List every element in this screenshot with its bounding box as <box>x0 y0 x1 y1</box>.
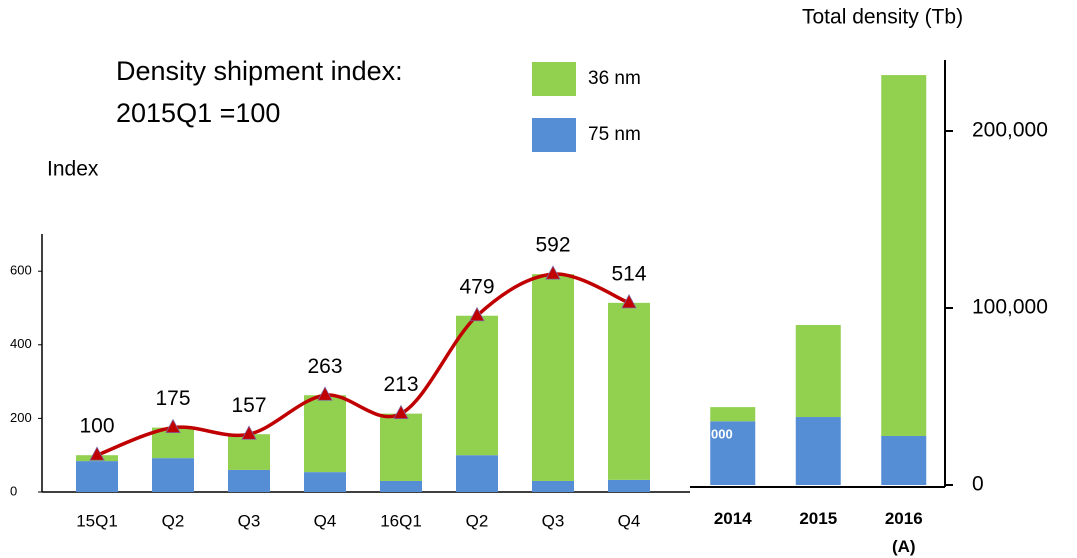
x-tick-label: Q3 <box>238 511 261 530</box>
bar-segment <box>532 274 574 481</box>
bar-segment <box>710 407 756 422</box>
marker <box>165 418 181 433</box>
bar-segment <box>710 421 756 485</box>
bar-segment <box>608 479 650 492</box>
bar-segment <box>380 480 422 492</box>
bar-segment <box>881 435 927 485</box>
data-label: 479 <box>459 275 494 298</box>
x-tick-label: Q3 <box>542 511 565 530</box>
x-tick-label: 2014 <box>713 509 752 528</box>
legend-swatch <box>532 118 576 152</box>
x-tick-label: Q4 <box>314 511 337 530</box>
y-tick-label: 600 <box>10 263 32 278</box>
bar-segment <box>304 472 346 492</box>
bar-segment <box>532 480 574 492</box>
legend-label: 75 nm <box>588 124 641 145</box>
x-tick-label: Q2 <box>466 511 489 530</box>
data-label: 514 <box>611 262 646 285</box>
marker <box>545 265 561 280</box>
total-line <box>96 272 630 457</box>
bar-segment <box>76 461 118 492</box>
marker <box>621 294 637 309</box>
y-tick-label: 100,000 <box>972 296 1048 319</box>
x-tick-label: 16Q1 <box>380 511 422 530</box>
marker <box>317 386 333 401</box>
bar-segment <box>795 417 841 485</box>
marker <box>89 446 105 461</box>
data-label: 100 <box>79 415 114 438</box>
bar-segment <box>881 75 927 436</box>
data-label: 157 <box>231 394 266 417</box>
y-tick-label: 200,000 <box>972 119 1048 142</box>
data-label: 592 <box>535 234 570 257</box>
legend-swatch <box>532 62 576 96</box>
annotation: 2015Q1 =100 <box>116 98 280 128</box>
y-tick-label: 400 <box>10 336 32 351</box>
y-axis-label: Index <box>47 158 99 181</box>
x-tick-label: Q2 <box>162 511 185 530</box>
bar-segment <box>456 315 498 456</box>
data-label: 175 <box>155 387 190 410</box>
annotation: Density shipment index: <box>116 56 403 86</box>
y-axis-label: Total density (Tb) <box>802 6 963 29</box>
bar-segment <box>795 324 841 418</box>
x-tick-label: 2015 <box>799 509 838 528</box>
y-tick-label: 0 <box>972 473 984 496</box>
bar-segment <box>152 458 194 492</box>
y-tick-label: 200 <box>10 410 32 425</box>
x-tick-label: Q4 <box>618 511 641 530</box>
x-tick-label: 2016 (A) <box>884 509 923 556</box>
marker <box>241 425 257 440</box>
bar-segment <box>304 395 346 473</box>
marker <box>469 306 485 322</box>
bar-segment <box>228 434 270 470</box>
bar-segment <box>380 413 422 481</box>
bar-segment <box>456 455 498 492</box>
data-label: 263 <box>307 355 342 378</box>
bar-segment <box>608 302 650 480</box>
data-label: 213 <box>383 373 418 396</box>
y-tick-label: 0 <box>10 483 17 498</box>
legend-label: 36 nm <box>588 68 641 89</box>
inner-label: 000 <box>711 426 733 441</box>
bar-segment <box>228 469 270 492</box>
marker <box>393 404 409 420</box>
x-tick-label: 15Q1 <box>76 511 118 530</box>
